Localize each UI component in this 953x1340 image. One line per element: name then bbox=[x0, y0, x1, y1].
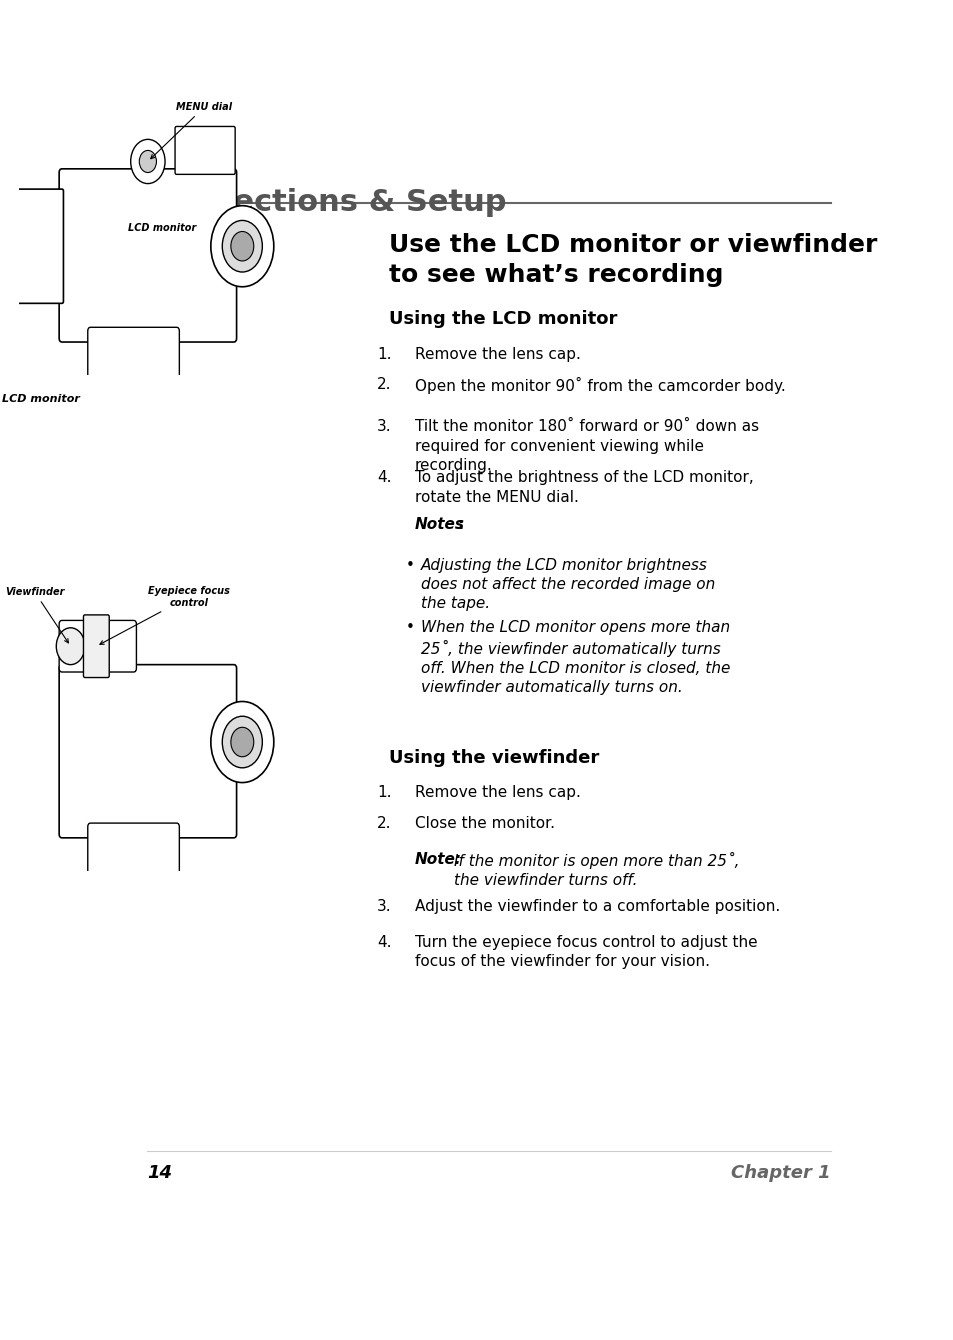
Text: Turn the eyepiece focus control to adjust the
focus of the viewfinder for your v: Turn the eyepiece focus control to adjus… bbox=[415, 935, 757, 969]
Text: 4.: 4. bbox=[376, 935, 391, 950]
FancyBboxPatch shape bbox=[88, 823, 179, 875]
Text: Eyepiece focus
control: Eyepiece focus control bbox=[100, 586, 230, 645]
Circle shape bbox=[139, 150, 156, 173]
Circle shape bbox=[231, 728, 253, 757]
Circle shape bbox=[56, 627, 85, 665]
Text: MENU dial: MENU dial bbox=[151, 102, 233, 158]
Text: Connections & Setup: Connections & Setup bbox=[147, 188, 506, 217]
Circle shape bbox=[222, 717, 262, 768]
Circle shape bbox=[211, 702, 274, 783]
FancyBboxPatch shape bbox=[59, 620, 136, 673]
FancyBboxPatch shape bbox=[88, 327, 179, 379]
Circle shape bbox=[222, 221, 262, 272]
Text: :: : bbox=[456, 517, 463, 532]
Text: When the LCD monitor opens more than
25˚, the viewfinder automatically turns
off: When the LCD monitor opens more than 25˚… bbox=[420, 620, 729, 695]
Text: 1.: 1. bbox=[376, 785, 391, 800]
FancyBboxPatch shape bbox=[84, 615, 109, 678]
Text: 4.: 4. bbox=[376, 470, 391, 485]
Text: Notes: Notes bbox=[415, 517, 464, 532]
Text: To adjust the brightness of the LCD monitor,
rotate the MENU dial.: To adjust the brightness of the LCD moni… bbox=[415, 470, 753, 505]
Circle shape bbox=[211, 206, 274, 287]
Circle shape bbox=[231, 232, 253, 261]
Text: Chapter 1: Chapter 1 bbox=[730, 1163, 830, 1182]
Text: 3.: 3. bbox=[376, 418, 391, 434]
Text: If the monitor is open more than 25˚,
the viewfinder turns off.: If the monitor is open more than 25˚, th… bbox=[454, 852, 739, 888]
Text: Remove the lens cap.: Remove the lens cap. bbox=[415, 785, 580, 800]
Text: LCD monitor: LCD monitor bbox=[2, 394, 79, 403]
Text: 2.: 2. bbox=[376, 816, 391, 831]
Text: •: • bbox=[405, 557, 414, 574]
FancyBboxPatch shape bbox=[59, 665, 236, 838]
Text: Tilt the monitor 180˚ forward or 90˚ down as
required for convenient viewing whi: Tilt the monitor 180˚ forward or 90˚ dow… bbox=[415, 418, 759, 473]
Text: LCD monitor: LCD monitor bbox=[128, 222, 196, 233]
FancyBboxPatch shape bbox=[59, 169, 236, 342]
FancyBboxPatch shape bbox=[175, 126, 235, 174]
FancyBboxPatch shape bbox=[17, 189, 63, 303]
Text: Use the LCD monitor or viewfinder
to see what’s recording: Use the LCD monitor or viewfinder to see… bbox=[389, 233, 877, 287]
Text: 1.: 1. bbox=[376, 347, 391, 362]
Text: Using the LCD monitor: Using the LCD monitor bbox=[389, 311, 617, 328]
Text: Adjusting the LCD monitor brightness
does not affect the recorded image on
the t: Adjusting the LCD monitor brightness doe… bbox=[420, 557, 715, 611]
Circle shape bbox=[131, 139, 165, 184]
Text: 3.: 3. bbox=[376, 899, 391, 914]
Text: Open the monitor 90˚ from the camcorder body.: Open the monitor 90˚ from the camcorder … bbox=[415, 378, 785, 394]
Text: Using the viewfinder: Using the viewfinder bbox=[389, 749, 598, 766]
Text: Viewfinder: Viewfinder bbox=[5, 587, 69, 643]
Text: Adjust the viewfinder to a comfortable position.: Adjust the viewfinder to a comfortable p… bbox=[415, 899, 780, 914]
Text: 2.: 2. bbox=[376, 378, 391, 393]
Text: Note:: Note: bbox=[415, 852, 461, 867]
Text: Close the monitor.: Close the monitor. bbox=[415, 816, 555, 831]
Text: Remove the lens cap.: Remove the lens cap. bbox=[415, 347, 580, 362]
Text: •: • bbox=[405, 620, 414, 635]
Text: 14: 14 bbox=[147, 1163, 172, 1182]
